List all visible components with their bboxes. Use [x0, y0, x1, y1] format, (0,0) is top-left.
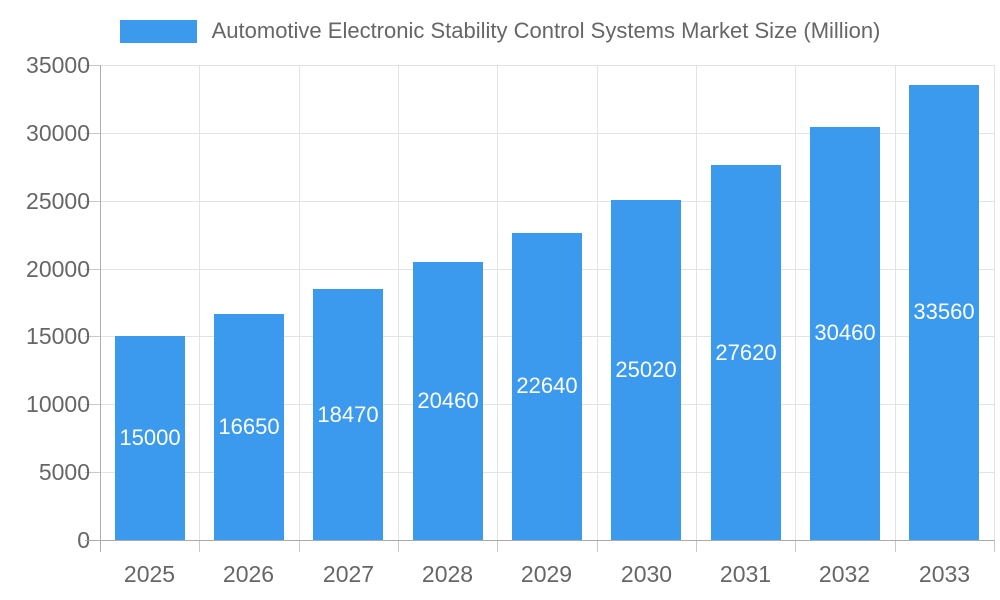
- bar-2026[interactable]: [214, 314, 284, 540]
- x-tick-mark: [398, 540, 399, 552]
- y-axis-tick-label: 35000: [26, 52, 90, 78]
- x-tick-mark: [199, 540, 200, 552]
- x-axis-tick-label: 2033: [918, 561, 971, 587]
- bar-2029[interactable]: [512, 233, 582, 540]
- x-axis-tick-label: 2028: [421, 561, 474, 587]
- x-gridline: [597, 65, 598, 540]
- bar-2032[interactable]: [810, 127, 880, 540]
- x-tick-mark: [895, 540, 896, 552]
- x-gridline: [299, 65, 300, 540]
- legend-label: Automotive Electronic Stability Control …: [211, 18, 881, 43]
- x-tick-mark: [597, 540, 598, 552]
- bar-value-label: 15000: [119, 425, 181, 450]
- x-axis-tick-label: 2026: [222, 561, 275, 587]
- x-gridline: [696, 65, 697, 540]
- bar-2030[interactable]: [611, 200, 681, 540]
- y-tick-mark: [85, 201, 100, 202]
- y-gridline: [100, 201, 994, 202]
- x-tick-mark: [497, 540, 498, 552]
- x-axis-tick-label: 2029: [520, 561, 573, 587]
- y-axis-tick-label: 25000: [26, 188, 90, 214]
- x-gridline: [895, 65, 896, 540]
- bar-value-label: 18470: [317, 402, 379, 427]
- y-tick-mark: [85, 133, 100, 134]
- bar-2033[interactable]: [909, 85, 979, 540]
- legend-item[interactable]: Automotive Electronic Stability Control …: [119, 18, 881, 44]
- y-axis-tick-label: 0: [77, 527, 90, 553]
- x-axis-tick-label: 2031: [719, 561, 772, 587]
- bar-2025[interactable]: [115, 336, 185, 540]
- y-axis-tick-label: 20000: [26, 256, 90, 282]
- y-gridline: [100, 65, 994, 66]
- x-gridline: [795, 65, 796, 540]
- y-gridline: [100, 133, 994, 134]
- x-tick-mark: [299, 540, 300, 552]
- bar-2027[interactable]: [313, 289, 383, 540]
- bar-value-label: 22640: [516, 373, 578, 398]
- bar-value-label: 20460: [417, 388, 479, 413]
- x-axis-tick-label: 2030: [620, 561, 673, 587]
- x-axis-line: [85, 540, 994, 541]
- y-tick-mark: [85, 472, 100, 473]
- x-gridline: [497, 65, 498, 540]
- x-tick-mark: [994, 540, 995, 552]
- y-axis-tick-label: 30000: [26, 120, 90, 146]
- x-gridline: [398, 65, 399, 540]
- bar-value-label: 30460: [814, 320, 876, 345]
- bar-value-label: 25020: [615, 357, 677, 382]
- y-tick-mark: [85, 336, 100, 337]
- y-axis-tick-label: 10000: [26, 391, 90, 417]
- y-tick-mark: [85, 269, 100, 270]
- x-axis-tick-label: 2025: [123, 561, 176, 587]
- y-axis-tick-label: 5000: [38, 459, 90, 485]
- bar-value-label: 33560: [913, 299, 975, 324]
- bar-2031[interactable]: [711, 165, 781, 540]
- legend: Automotive Electronic Stability Control …: [0, 18, 1000, 44]
- x-tick-mark: [696, 540, 697, 552]
- y-axis-line: [100, 65, 101, 552]
- legend-swatch-icon: [119, 19, 197, 43]
- x-tick-mark: [795, 540, 796, 552]
- x-axis-tick-label: 2032: [818, 561, 871, 587]
- x-gridline: [994, 65, 995, 540]
- bar-value-label: 16650: [218, 414, 280, 439]
- bar-2028[interactable]: [413, 262, 483, 540]
- x-axis-tick-label: 2027: [322, 561, 375, 587]
- y-tick-mark: [85, 65, 100, 66]
- bar-value-label: 27620: [715, 340, 777, 365]
- y-axis-tick-label: 15000: [26, 323, 90, 349]
- x-gridline: [199, 65, 200, 540]
- y-tick-mark: [85, 404, 100, 405]
